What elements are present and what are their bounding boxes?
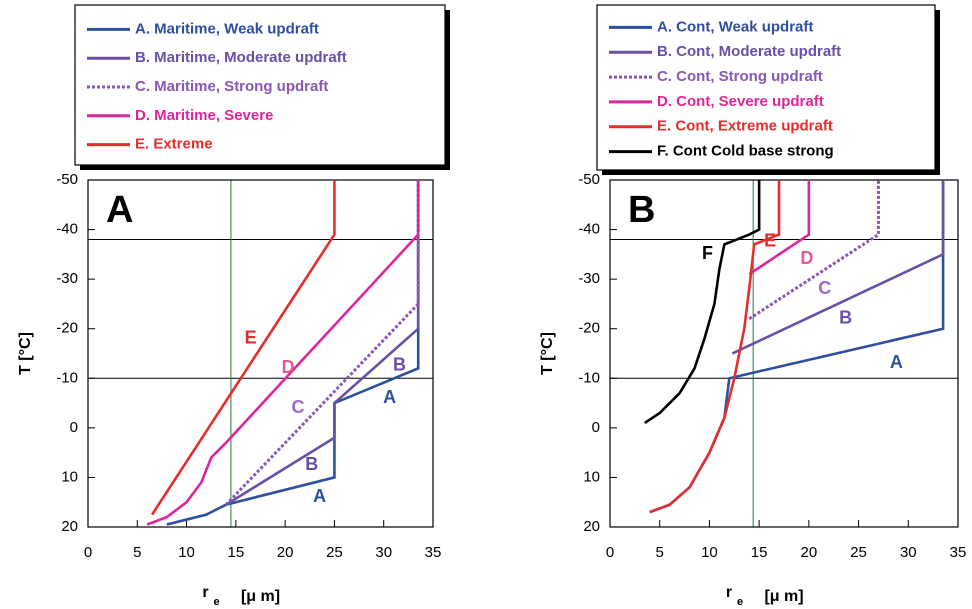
x-tick-label: 15 [751, 544, 768, 561]
y-tick-label: 20 [583, 518, 600, 535]
curve-label: C [291, 397, 304, 417]
x-tick-label: 10 [178, 544, 195, 561]
series-line [644, 180, 761, 424]
legend-label: B. Maritime, Moderate updraft [135, 49, 347, 66]
curve-label: B [839, 308, 852, 328]
x-tick-label: 25 [326, 544, 343, 561]
series-line [731, 180, 945, 355]
y-tick-label: 0 [592, 419, 600, 436]
x-tick-label: 0 [606, 544, 614, 561]
legend-label: F. Cont Cold base strong [657, 143, 834, 160]
legend-label: C. Cont, Strong updraft [657, 68, 823, 85]
curve-label: B [393, 355, 406, 375]
x-tick-label: 15 [228, 544, 245, 561]
y-tick-label: 0 [70, 419, 78, 436]
series-line [649, 180, 945, 514]
x-tick-label: 25 [850, 544, 867, 561]
panel-label: B [628, 189, 655, 231]
x-tick-label: 5 [133, 544, 141, 561]
curve-label: B [305, 454, 318, 474]
y-tick-label: -10 [56, 369, 78, 386]
y-tick-label: -50 [56, 171, 78, 188]
x-tick-label: 20 [277, 544, 294, 561]
legend-label: A. Cont, Weak updraft [657, 18, 813, 35]
y-tick-label: -40 [56, 221, 78, 238]
series-line [748, 180, 811, 276]
x-tick-label: 30 [900, 544, 917, 561]
y-tick-label: -50 [578, 171, 600, 188]
series-line [166, 180, 420, 526]
x-axis-label-subscript: e [737, 596, 743, 608]
x-axis-label: r [202, 584, 208, 601]
curve-label: F [702, 243, 713, 263]
x-tick-label: 20 [801, 544, 818, 561]
series-line [748, 180, 880, 321]
series-line [146, 180, 420, 526]
y-tick-label: 10 [61, 468, 78, 485]
y-tick-label: -20 [56, 320, 78, 337]
panel-label: A [106, 189, 133, 231]
curve-label: A [890, 352, 903, 372]
curve-label: D [800, 248, 813, 268]
curve-label: C [818, 278, 831, 298]
legend [74, 4, 446, 166]
y-tick-label: -40 [578, 221, 600, 238]
curve-label: E [245, 327, 257, 347]
curve-label: A [383, 387, 396, 407]
x-axis-label-subscript: e [213, 596, 219, 608]
x-tick-label: 30 [375, 544, 392, 561]
legend-label: C. Maritime, Strong updraft [135, 78, 328, 95]
y-axis-label: T [°C] [17, 332, 34, 375]
legend-label: A. Maritime, Weak updraft [135, 20, 319, 37]
x-tick-label: 35 [950, 544, 967, 561]
x-tick-label: 10 [701, 544, 718, 561]
legend-label: E. Cont, Extreme updraft [657, 118, 833, 135]
y-tick-label: 20 [61, 518, 78, 535]
series-line [150, 180, 336, 516]
series-line [649, 180, 781, 514]
y-tick-label: -20 [578, 320, 600, 337]
curve-label: A [313, 486, 326, 506]
y-tick-label: 10 [583, 468, 600, 485]
x-axis-label: r [726, 584, 732, 601]
y-tick-label: -30 [578, 270, 600, 287]
x-tick-label: 35 [425, 544, 442, 561]
y-tick-label: -10 [578, 369, 600, 386]
x-tick-label: 0 [84, 544, 92, 561]
plot-frame [87, 179, 434, 528]
x-tick-label: 5 [656, 544, 664, 561]
legend [596, 4, 936, 171]
legend-label: D. Cont, Severe updraft [657, 93, 824, 110]
y-tick-label: -30 [56, 270, 78, 287]
y-axis-label: T [°C] [539, 332, 556, 375]
plot-frame [609, 179, 959, 528]
curve-label: E [764, 231, 776, 251]
curve-label: D [282, 357, 295, 377]
legend-label: D. Maritime, Severe [135, 107, 273, 124]
x-axis-label-unit: [μ m] [764, 588, 803, 605]
x-axis-label-unit: [μ m] [241, 588, 280, 605]
legend-label: B. Cont, Moderate updraft [657, 43, 841, 60]
legend-label: E. Extreme [135, 136, 213, 153]
